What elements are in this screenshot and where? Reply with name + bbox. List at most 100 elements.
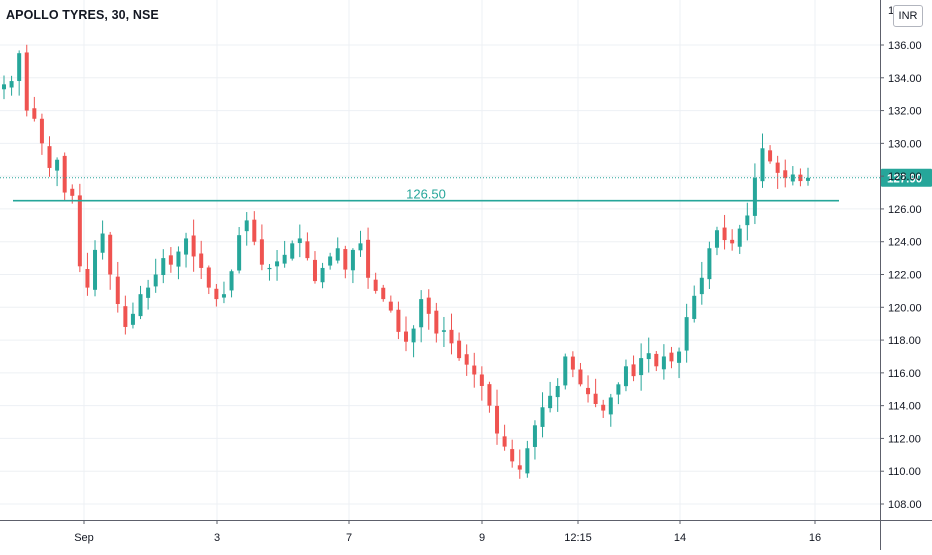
candle-body <box>328 256 333 266</box>
candle-body <box>297 238 302 244</box>
candle-body <box>259 239 264 265</box>
candle-body <box>305 241 310 259</box>
candles <box>2 44 810 479</box>
candle-body <box>646 353 651 360</box>
levels: 126.50 127.90 <box>0 168 932 202</box>
candle-body <box>237 235 242 271</box>
candle-body <box>623 366 628 387</box>
candle-body <box>77 195 82 267</box>
candle-body <box>335 248 340 261</box>
price-tick-label: 112.00 <box>888 433 921 445</box>
candle-body <box>411 328 416 343</box>
candle-body <box>426 297 431 314</box>
candle-body <box>722 227 727 241</box>
candle-body <box>616 384 621 395</box>
time-tick-label: 12:15 <box>564 532 592 544</box>
candle-body <box>85 269 90 288</box>
candle-body <box>487 384 492 406</box>
candle-body <box>737 228 742 247</box>
candle-body <box>138 294 143 317</box>
price-tick-label: 110.00 <box>888 466 921 478</box>
candle-body <box>130 313 135 325</box>
candle-body <box>661 356 666 370</box>
candle-body <box>419 299 424 328</box>
candle-body <box>153 274 158 287</box>
price-tick-label: 126.00 <box>888 204 922 216</box>
time-tick-label: 9 <box>479 532 485 544</box>
candle-body <box>631 364 636 377</box>
candle-body <box>586 387 591 395</box>
candle-body <box>495 405 500 434</box>
candle-body <box>540 407 545 427</box>
candle-body <box>396 309 401 332</box>
candle-body <box>510 449 515 462</box>
candle-body <box>692 295 697 319</box>
candle-body <box>161 258 166 276</box>
candle-body <box>555 385 560 398</box>
horizontal-level-label: 126.50 <box>406 187 446 202</box>
candle-body <box>752 177 757 216</box>
candle-body <box>745 215 750 226</box>
candle-body <box>146 287 151 298</box>
candle-body <box>350 249 355 271</box>
price-tick-label: 136.00 <box>888 40 922 52</box>
candle-body <box>267 267 272 270</box>
candle-body <box>184 238 189 255</box>
candle-body <box>2 84 6 90</box>
candle-body <box>517 465 522 470</box>
candle-body <box>24 52 29 111</box>
price-tick-label: 122.00 <box>888 270 922 282</box>
candle-body <box>55 159 60 171</box>
candle-body <box>358 243 363 251</box>
candle-body <box>464 354 469 365</box>
candle-body <box>70 188 75 196</box>
candle-body <box>502 436 507 447</box>
candle-body <box>669 352 674 362</box>
price-tick-label: 114.00 <box>888 401 921 413</box>
candle-body <box>282 254 287 264</box>
time-tick-label: 3 <box>214 532 220 544</box>
candle-body <box>39 118 44 144</box>
candle-body <box>168 255 173 265</box>
candle-body <box>252 219 257 242</box>
candle-body <box>707 248 712 280</box>
price-tick-label: 118.00 <box>888 335 921 347</box>
candle-body <box>47 146 52 168</box>
candle-body <box>100 233 105 253</box>
candle-body <box>290 243 295 259</box>
price-tick-label: 124.00 <box>888 237 922 249</box>
candle-body <box>206 267 211 288</box>
candle-body <box>123 306 128 327</box>
candle-body <box>275 261 280 267</box>
price-tick-label: 130.00 <box>888 138 922 150</box>
candle-body <box>93 249 98 290</box>
candle-body <box>798 174 803 182</box>
candle-body <box>199 253 204 268</box>
currency-button[interactable]: INR <box>893 5 923 27</box>
symbol-title: APOLLO TYRES, 30, NSE <box>6 8 159 22</box>
candle-body <box>343 249 348 270</box>
candle-body <box>532 425 537 447</box>
candle-body <box>783 170 788 178</box>
price-tick-label: 108.00 <box>888 499 922 511</box>
candle-body <box>775 162 780 173</box>
candle-body <box>578 369 583 385</box>
candle-body <box>108 234 113 275</box>
time-tick-label: 7 <box>346 532 352 544</box>
candle-body <box>191 235 196 257</box>
candle-body <box>320 267 325 283</box>
candle-body <box>381 287 386 300</box>
last-price-label: 127.90 <box>887 173 922 185</box>
candle-body <box>684 317 689 351</box>
candle-body <box>593 393 598 405</box>
candle-body <box>404 331 408 342</box>
candle-body <box>730 239 735 244</box>
candle-body <box>768 150 773 162</box>
candle-body <box>449 329 454 344</box>
price-tick-label: 128.00 <box>888 171 922 183</box>
last-price-badge <box>881 168 932 187</box>
price-tick-label: 116.00 <box>888 368 921 380</box>
candle-body <box>176 251 181 267</box>
